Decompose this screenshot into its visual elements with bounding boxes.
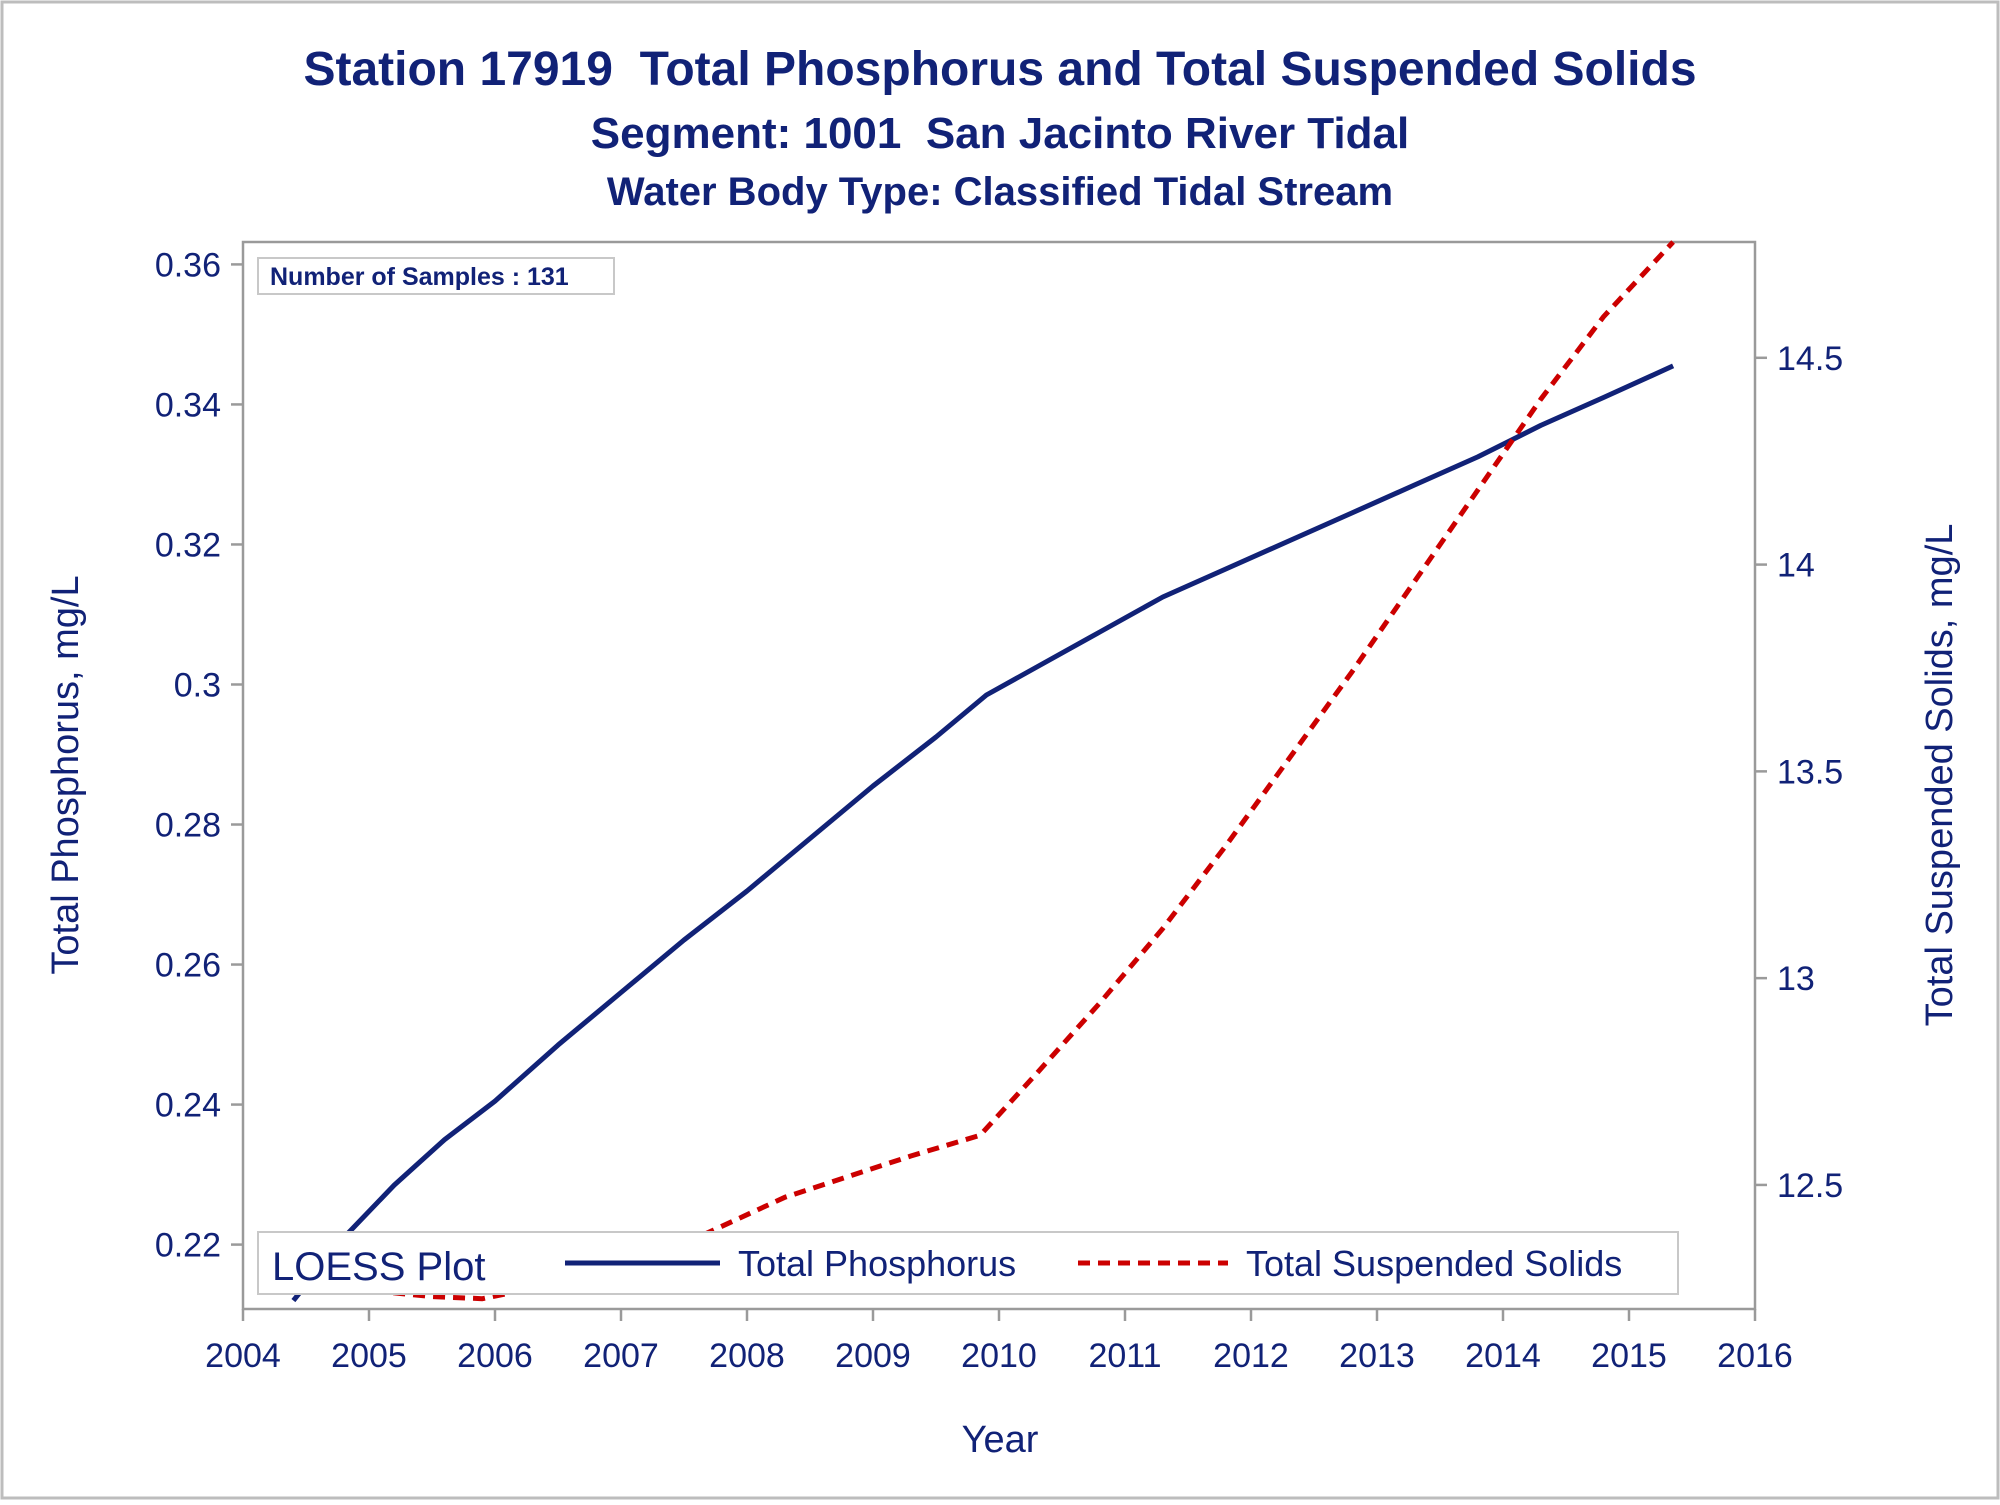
x-tick-label: 2005 (331, 1337, 407, 1375)
y-left-tick-label: 0.36 (155, 246, 221, 284)
chart-subtitle-2: Water Body Type: Classified Tidal Stream (607, 170, 1393, 214)
x-tick-label: 2009 (835, 1337, 911, 1375)
sample-count-text: Number of Samples : 131 (270, 263, 569, 291)
y-right-tick-label: 14.5 (1777, 340, 1843, 378)
x-tick-label: 2013 (1339, 1337, 1415, 1375)
y-left-tick-label: 0.32 (155, 526, 221, 564)
y-axis-right: 12.5 13 13.5 14 14.5 (1755, 340, 1843, 1205)
series-line-total-phosphorus (291, 363, 1675, 1303)
sample-count-inset: Number of Samples : 131 (257, 257, 615, 295)
y-right-tick-label: 12.5 (1777, 1167, 1843, 1205)
y-left-tick-label: 0.26 (155, 947, 221, 985)
x-tick-label: 2011 (1088, 1337, 1161, 1375)
x-tick-label: 2004 (205, 1337, 281, 1375)
y-left-tick-label: 0.22 (155, 1227, 221, 1265)
x-tick-label: 2014 (1465, 1337, 1541, 1375)
y-right-tick-label: 13 (1777, 960, 1815, 998)
x-axis: 2004 2005 2006 2007 2008 2009 2010 2011 2012 2013… (205, 1309, 1793, 1375)
legend: LOESS Plot Total Phosphorus Total Suspen… (257, 1231, 1679, 1295)
y-axis-left: 0.22 0.24 0.26 0.28 0.3 0.32 0.34 0.36 (155, 246, 243, 1265)
y-left-tick-label: 0.3 (174, 666, 221, 704)
x-tick-label: 2006 (457, 1337, 533, 1375)
y-right-tick-label: 13.5 (1777, 753, 1843, 791)
legend-title: LOESS Plot (272, 1245, 485, 1289)
x-tick-label: 2015 (1591, 1337, 1667, 1375)
chart-title: Station 17919 Total Phosphorus and Total… (303, 43, 1696, 96)
y-left-tick-label: 0.24 (155, 1087, 221, 1125)
x-tick-label: 2008 (709, 1337, 785, 1375)
y-right-tick-label: 14 (1777, 547, 1815, 585)
y-axis-right-label: Total Suspended Solids, mg/L (1919, 524, 1961, 1027)
x-tick-label: 2016 (1717, 1337, 1793, 1375)
legend-label-phosphorus: Total Phosphorus (738, 1243, 1016, 1284)
x-tick-label: 2007 (583, 1337, 659, 1375)
x-tick-label: 2010 (961, 1337, 1037, 1375)
x-axis-label: Year (962, 1419, 1039, 1461)
y-axis-left-label: Total Phosphorus, mg/L (45, 575, 87, 974)
chart-subtitle: Segment: 1001 San Jacinto River Tidal (591, 109, 1409, 158)
y-left-tick-label: 0.28 (155, 807, 221, 845)
legend-box (257, 1231, 1679, 1295)
sample-count-box (257, 257, 615, 295)
y-left-tick-label: 0.34 (155, 386, 221, 424)
x-tick-label: 2012 (1213, 1337, 1289, 1375)
legend-label-tss: Total Suspended Solids (1246, 1243, 1622, 1284)
